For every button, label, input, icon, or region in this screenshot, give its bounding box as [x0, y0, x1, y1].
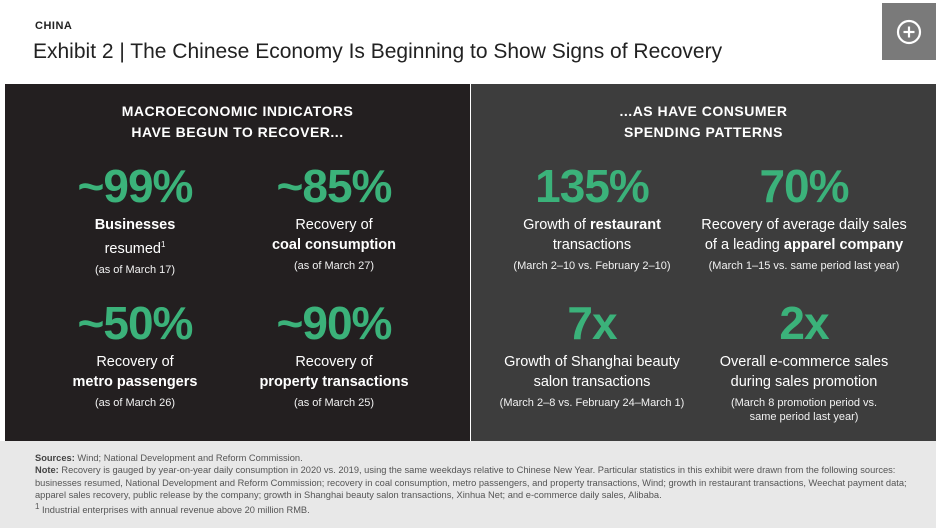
stat-label: of a leading [704, 237, 784, 253]
stat-note: (as of March 26) [94, 397, 176, 409]
heading-line: SPENDING PATTERNS [624, 124, 783, 140]
exhibit-header: CHINA Exhibit 2 | The Chinese Economy Is… [0, 0, 936, 82]
stat-value: 2x [779, 297, 829, 349]
stat-note: (March 8 promotion period vs. same perio… [689, 396, 919, 424]
stat-note-line: same period last year) [749, 411, 859, 423]
stat-label-bold: Businesses [94, 217, 176, 233]
footnote-mark: 1 [160, 240, 166, 249]
stat-value: ~50% [77, 297, 194, 349]
panel-heading: ...AS HAVE CONSUMER SPENDING PATTERNS [471, 101, 936, 143]
exhibit-title: Exhibit 2 | The Chinese Economy Is Begin… [33, 40, 723, 63]
note-line: Note: Recovery is gauged by year-on-year… [35, 464, 915, 501]
note-label: Note: [35, 465, 59, 476]
stat-note: (as of March 25) [293, 397, 375, 409]
stat-label: resumed [104, 240, 161, 257]
stat-note: (March 1–15 vs. same period last year) [708, 260, 900, 272]
stat-label-bold: coal consumption [271, 237, 397, 253]
note-text: Recovery is gauged by year-on-year daily… [35, 465, 907, 500]
stat-label: salon transactions [533, 374, 651, 390]
stat-property-transactions: ~90% Recovery of property transactions (… [219, 300, 449, 410]
stat-label-bold: restaurant [589, 217, 661, 233]
stat-note: (as of March 27) [293, 260, 375, 272]
stat-label-bold: apparel company [783, 237, 904, 253]
expand-button[interactable] [882, 3, 936, 60]
stat-value: ~85% [276, 160, 393, 212]
stat-beauty-salon-transactions: 7x Growth of Shanghai beauty salon trans… [477, 300, 707, 410]
footer-text: Sources: Wind; National Development and … [35, 452, 915, 517]
stat-value: 70% [759, 160, 849, 212]
stat-businesses-resumed: ~99% Businesses resumed1 (as of March 17… [20, 163, 250, 277]
stat-label: during sales promotion [730, 374, 878, 390]
macroeconomic-panel: MACROECONOMIC INDICATORS HAVE BEGUN TO R… [5, 84, 470, 441]
stat-note: (March 2–10 vs. February 2–10) [513, 260, 671, 272]
plus-circle-icon [896, 19, 922, 44]
stat-label: Recovery of [295, 354, 373, 370]
stat-value: ~99% [77, 160, 194, 212]
stat-label: Recovery of [96, 354, 174, 370]
heading-line: HAVE BEGUN TO RECOVER... [131, 124, 344, 140]
stat-label-bold: metro passengers [72, 374, 198, 390]
sources-text: Wind; National Development and Reform Co… [74, 453, 303, 463]
sources-label: Sources: [35, 453, 75, 463]
stat-value: 135% [535, 160, 650, 212]
stat-label: Recovery of [295, 217, 373, 233]
footnote-text: Industrial enterprises with annual reven… [39, 505, 310, 516]
stat-label: Recovery of average daily sales [701, 217, 907, 233]
heading-line: MACROECONOMIC INDICATORS [121, 103, 354, 119]
stat-coal-consumption: ~85% Recovery of coal consumption (as of… [219, 163, 449, 273]
stat-label: Growth of [523, 217, 590, 233]
stat-metro-passengers: ~50% Recovery of metro passengers (as of… [20, 300, 250, 410]
stat-apparel-sales: 70% Recovery of average daily sales of a… [689, 163, 919, 273]
stat-note: (March 2–8 vs. February 24–March 1) [499, 397, 685, 409]
stat-ecommerce-sales: 2x Overall e-commerce sales during sales… [689, 300, 919, 424]
stat-label: transactions [552, 237, 632, 253]
stat-label: Growth of Shanghai beauty [504, 354, 680, 370]
stat-label-bold: property transactions [259, 374, 409, 390]
stat-note: (as of March 17) [94, 263, 176, 276]
footnote-mark: 1 [35, 502, 40, 512]
sources-line: Sources: Wind; National Development and … [35, 452, 915, 464]
consumer-spending-panel: ...AS HAVE CONSUMER SPENDING PATTERNS 13… [471, 84, 936, 441]
stat-label: Overall e-commerce sales [719, 354, 889, 370]
panel-heading: MACROECONOMIC INDICATORS HAVE BEGUN TO R… [5, 101, 470, 143]
heading-line: ...AS HAVE CONSUMER [619, 103, 788, 119]
stat-note-line: (March 8 promotion period vs. [730, 397, 878, 409]
region-label: CHINA [35, 20, 73, 32]
stat-value: 7x [567, 297, 617, 349]
stat-restaurant-transactions: 135% Growth of restaurant transactions (… [477, 163, 707, 273]
footnote-line: 1 Industrial enterprises with annual rev… [35, 501, 915, 516]
exhibit-footer: Sources: Wind; National Development and … [0, 441, 936, 528]
stat-value: ~90% [276, 297, 393, 349]
